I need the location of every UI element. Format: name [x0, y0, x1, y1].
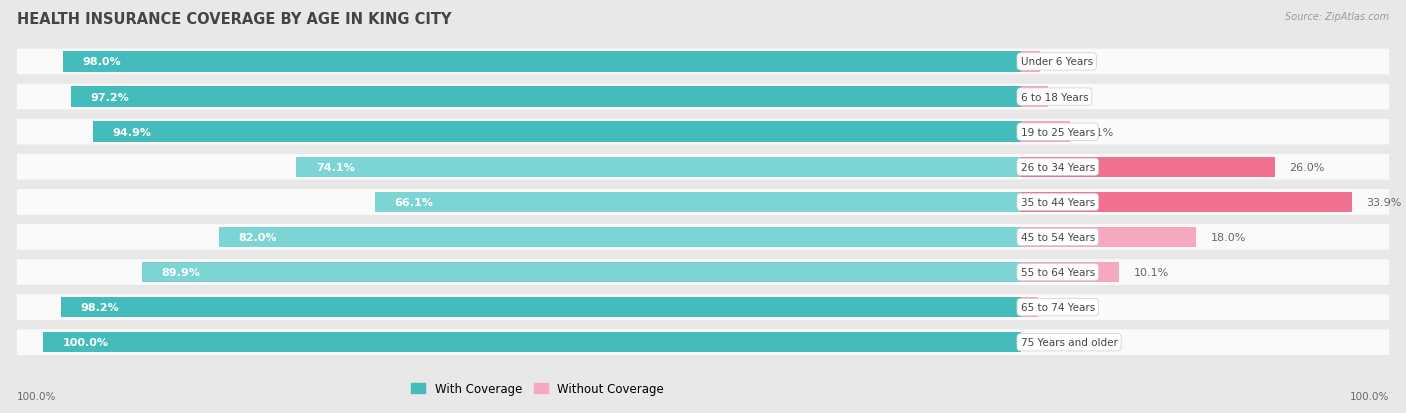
FancyBboxPatch shape — [17, 294, 1389, 320]
Text: 94.9%: 94.9% — [112, 127, 152, 138]
Text: 2.0%: 2.0% — [1054, 57, 1083, 67]
Text: 45 to 54 Years: 45 to 54 Years — [1021, 233, 1095, 242]
Bar — [219, 227, 1021, 247]
Text: 0.0%: 0.0% — [1035, 337, 1063, 347]
Bar — [1021, 52, 1040, 72]
Bar — [1021, 297, 1038, 318]
Bar — [1021, 262, 1119, 282]
Text: 2.8%: 2.8% — [1063, 93, 1091, 102]
Text: 65 to 74 Years: 65 to 74 Years — [1021, 302, 1095, 312]
Text: HEALTH INSURANCE COVERAGE BY AGE IN KING CITY: HEALTH INSURANCE COVERAGE BY AGE IN KING… — [17, 12, 451, 27]
Text: 35 to 44 Years: 35 to 44 Years — [1021, 197, 1095, 207]
Text: 18.0%: 18.0% — [1211, 233, 1247, 242]
Bar — [60, 297, 1021, 318]
Text: 98.2%: 98.2% — [80, 302, 120, 312]
FancyBboxPatch shape — [17, 154, 1389, 180]
FancyBboxPatch shape — [17, 260, 1389, 285]
Text: 75 Years and older: 75 Years and older — [1021, 337, 1118, 347]
Text: 89.9%: 89.9% — [162, 267, 201, 278]
Text: 6 to 18 Years: 6 to 18 Years — [1021, 93, 1088, 102]
Text: 55 to 64 Years: 55 to 64 Years — [1021, 267, 1095, 278]
Text: 66.1%: 66.1% — [394, 197, 433, 207]
Bar — [93, 122, 1021, 142]
Text: 100.0%: 100.0% — [1350, 391, 1389, 401]
FancyBboxPatch shape — [17, 225, 1389, 250]
Text: 100.0%: 100.0% — [17, 391, 56, 401]
Text: 100.0%: 100.0% — [63, 337, 108, 347]
Text: Source: ZipAtlas.com: Source: ZipAtlas.com — [1285, 12, 1389, 22]
FancyBboxPatch shape — [17, 330, 1389, 355]
Text: 98.0%: 98.0% — [83, 57, 121, 67]
Bar — [374, 192, 1021, 213]
FancyBboxPatch shape — [17, 190, 1389, 215]
FancyBboxPatch shape — [17, 50, 1389, 75]
Bar — [63, 52, 1021, 72]
Bar — [1021, 227, 1197, 247]
Bar — [142, 262, 1021, 282]
Text: 82.0%: 82.0% — [239, 233, 277, 242]
FancyBboxPatch shape — [17, 119, 1389, 145]
Bar — [1021, 122, 1070, 142]
Legend: With Coverage, Without Coverage: With Coverage, Without Coverage — [406, 377, 669, 399]
Text: 74.1%: 74.1% — [316, 162, 354, 172]
Text: 26.0%: 26.0% — [1289, 162, 1324, 172]
Text: 26 to 34 Years: 26 to 34 Years — [1021, 162, 1095, 172]
Text: 97.2%: 97.2% — [90, 93, 129, 102]
FancyBboxPatch shape — [17, 85, 1389, 110]
Text: 10.1%: 10.1% — [1135, 267, 1170, 278]
Text: 1.8%: 1.8% — [1053, 302, 1081, 312]
Text: Under 6 Years: Under 6 Years — [1021, 57, 1092, 67]
Bar — [70, 87, 1021, 107]
Text: 19 to 25 Years: 19 to 25 Years — [1021, 127, 1095, 138]
Bar — [1021, 87, 1047, 107]
Text: 5.1%: 5.1% — [1085, 127, 1114, 138]
Text: 33.9%: 33.9% — [1367, 197, 1402, 207]
Bar — [297, 157, 1021, 178]
Bar — [44, 332, 1021, 353]
Bar — [1021, 157, 1275, 178]
Bar — [1021, 192, 1353, 213]
